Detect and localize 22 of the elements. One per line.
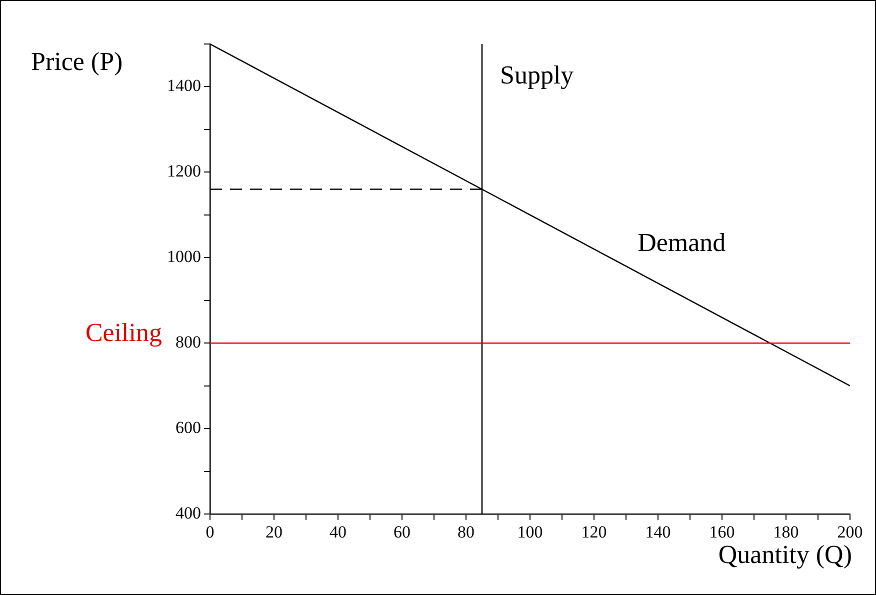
y-axis-title: Price (P) [31, 46, 123, 76]
ref-line-label: Ceiling [85, 318, 162, 347]
x-tick-label: 0 [206, 522, 214, 542]
x-tick-label: 100 [517, 522, 543, 542]
x-tick-label: 160 [709, 522, 735, 542]
y-tick-label: 400 [176, 503, 201, 522]
x-tick-label: 60 [394, 522, 410, 542]
y-tick-label: 1000 [167, 247, 201, 266]
y-tick-label: 1200 [167, 162, 201, 181]
x-tick-label: 80 [458, 522, 474, 542]
x-tick-label: 200 [837, 522, 863, 542]
series-label: Demand [638, 228, 726, 258]
x-tick-label: 40 [330, 522, 346, 542]
x-axis-title: Quantity (Q) [718, 540, 852, 569]
y-tick-label: 600 [176, 418, 201, 438]
x-tick-label: 180 [773, 522, 799, 542]
x-tick-label: 120 [581, 522, 607, 542]
series-label: Supply [500, 60, 574, 90]
x-tick-label: 20 [266, 522, 282, 542]
y-tick-label: 800 [176, 332, 201, 352]
x-tick-label: 140 [645, 522, 671, 542]
y-tick-label: 1400 [167, 76, 201, 96]
